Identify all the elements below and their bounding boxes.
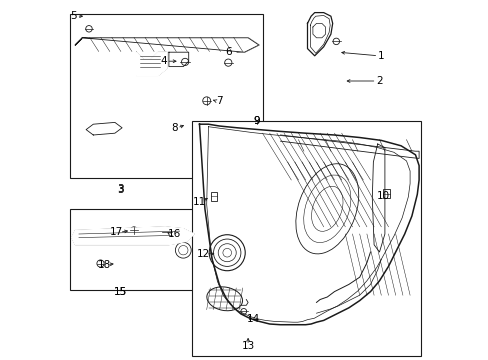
Polygon shape	[82, 38, 258, 52]
Text: 17: 17	[110, 227, 123, 237]
Text: 7: 7	[216, 96, 222, 106]
Bar	[210, 192, 217, 201]
Text: 4: 4	[160, 56, 166, 66]
Text: 9: 9	[253, 116, 260, 126]
Bar	[70, 209, 203, 290]
Ellipse shape	[295, 164, 358, 254]
Text: 12: 12	[196, 249, 209, 259]
Text: 5: 5	[70, 11, 77, 21]
Text: 13: 13	[241, 341, 254, 351]
Text: 14: 14	[246, 314, 260, 324]
Text: 3: 3	[117, 185, 123, 195]
Text: 11: 11	[192, 197, 206, 207]
Bar	[383, 189, 389, 198]
Ellipse shape	[303, 175, 350, 243]
Polygon shape	[72, 227, 194, 245]
Text: 9: 9	[253, 116, 260, 126]
Text: 18: 18	[97, 260, 110, 270]
Text: 1: 1	[377, 51, 384, 61]
Text: 15: 15	[113, 287, 127, 297]
Text: 3: 3	[117, 184, 123, 194]
Bar	[192, 121, 420, 356]
Text: 6: 6	[224, 47, 231, 57]
Ellipse shape	[206, 287, 242, 311]
Polygon shape	[136, 52, 167, 76]
Text: 10: 10	[376, 191, 389, 201]
Ellipse shape	[311, 186, 342, 231]
Text: 15: 15	[113, 287, 127, 297]
Text: 16: 16	[167, 229, 181, 239]
Text: 2: 2	[375, 76, 382, 86]
Bar	[70, 14, 262, 178]
Text: 8: 8	[171, 123, 177, 133]
